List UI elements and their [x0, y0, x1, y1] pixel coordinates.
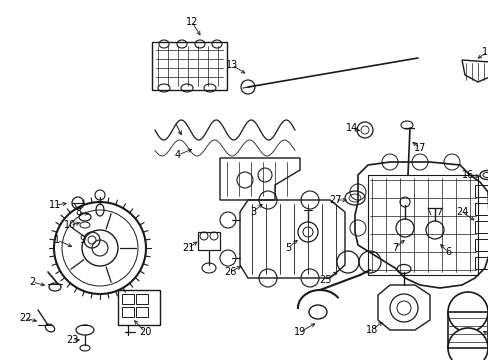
- Text: 11: 11: [49, 200, 61, 210]
- Text: 21: 21: [182, 243, 194, 253]
- Text: 1: 1: [54, 235, 60, 245]
- Bar: [474, 221, 488, 233]
- Text: 4: 4: [175, 150, 181, 160]
- Bar: [136, 307, 148, 317]
- Text: 16: 16: [461, 170, 473, 180]
- Text: 13: 13: [225, 60, 238, 70]
- Bar: [136, 294, 148, 304]
- Text: 12: 12: [185, 17, 198, 27]
- Text: 27: 27: [328, 195, 341, 205]
- Bar: [118, 290, 160, 325]
- Bar: [474, 257, 488, 269]
- Text: 19: 19: [293, 327, 305, 337]
- Text: 5: 5: [285, 243, 290, 253]
- Bar: [122, 294, 134, 304]
- Text: 9: 9: [79, 235, 85, 245]
- Bar: [447, 312, 487, 348]
- Bar: [122, 307, 134, 317]
- Text: 24: 24: [455, 207, 467, 217]
- Text: 17: 17: [413, 143, 426, 153]
- Circle shape: [447, 292, 487, 332]
- Circle shape: [447, 328, 487, 360]
- Bar: [198, 232, 220, 250]
- Text: 15: 15: [481, 47, 488, 57]
- Text: 10: 10: [64, 220, 76, 230]
- Text: 2: 2: [29, 277, 35, 287]
- Text: 23: 23: [66, 335, 78, 345]
- Text: 7: 7: [391, 243, 397, 253]
- Text: 26: 26: [224, 267, 236, 277]
- Text: 25: 25: [318, 275, 330, 285]
- Bar: [152, 42, 226, 90]
- Circle shape: [92, 240, 108, 256]
- Bar: [474, 203, 488, 215]
- Text: 6: 6: [444, 247, 450, 257]
- Bar: [474, 239, 488, 251]
- Bar: [367, 175, 477, 275]
- Text: 22: 22: [19, 313, 31, 323]
- Text: 14: 14: [345, 123, 357, 133]
- Bar: [474, 185, 488, 197]
- Text: 8: 8: [75, 207, 81, 217]
- Text: 18: 18: [365, 325, 377, 335]
- Text: 3: 3: [249, 207, 256, 217]
- Text: 20: 20: [139, 327, 151, 337]
